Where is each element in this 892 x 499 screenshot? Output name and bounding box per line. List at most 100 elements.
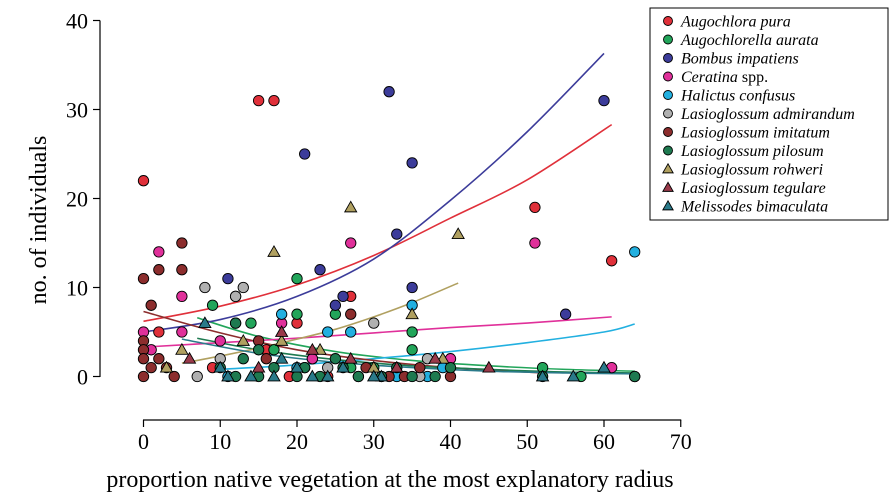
data-point	[482, 360, 496, 373]
data-point	[274, 334, 289, 346]
data-point	[252, 94, 265, 107]
data-point	[305, 369, 320, 382]
data-point	[322, 326, 334, 338]
data-point	[597, 360, 611, 373]
data-point	[206, 299, 219, 311]
fit-curve	[143, 123, 613, 323]
x-tick-label: 20	[286, 429, 308, 454]
data-point	[176, 264, 188, 276]
data-point	[629, 246, 641, 258]
data-point	[159, 360, 174, 373]
data-point	[406, 344, 418, 356]
data-point	[237, 281, 249, 294]
data-point	[428, 351, 442, 364]
data-point	[406, 370, 418, 383]
fit-curves	[143, 52, 635, 375]
data-point	[137, 353, 150, 365]
data-points	[137, 86, 641, 383]
data-point	[337, 290, 349, 303]
data-point	[606, 255, 618, 267]
y-tick-label: 20	[66, 187, 88, 212]
legend-label: Augochlorella aurata	[680, 32, 819, 49]
data-point	[566, 369, 581, 382]
data-point	[268, 94, 280, 107]
legend-label: Lasioglossum rohweri	[680, 162, 823, 179]
legend-marker	[663, 90, 673, 100]
legend-marker	[663, 145, 673, 156]
data-point	[343, 351, 358, 364]
data-point	[444, 361, 457, 374]
legend-label: Lasioglossum admirandum	[680, 106, 855, 123]
legend-label: Halictus confusus	[680, 88, 795, 105]
data-point	[198, 316, 212, 329]
data-point	[352, 370, 365, 383]
data-point	[366, 369, 381, 382]
legend-label: Melissodes bimaculata	[680, 199, 828, 216]
y-tick-label: 0	[77, 365, 88, 390]
x-axis-label: proportion native vegetation at the most…	[106, 467, 673, 493]
data-point	[405, 307, 419, 320]
data-point	[182, 351, 197, 364]
data-point	[153, 326, 165, 338]
data-point	[175, 342, 189, 355]
legend-marker	[663, 108, 673, 119]
data-point	[529, 201, 541, 214]
data-point	[529, 237, 541, 249]
y-tick-label: 40	[66, 9, 88, 34]
data-point	[274, 325, 289, 337]
data-point	[290, 360, 304, 373]
data-point	[176, 326, 188, 338]
data-point	[137, 175, 150, 187]
data-point	[268, 344, 280, 356]
data-point	[345, 237, 357, 249]
data-point	[153, 353, 165, 365]
data-point	[598, 94, 610, 107]
legend-marker	[663, 53, 673, 63]
data-point	[267, 369, 281, 382]
data-point	[368, 317, 380, 329]
data-point	[145, 361, 157, 374]
data-point	[345, 308, 357, 320]
data-point	[383, 86, 395, 98]
y-axis-label: no. of individuals	[26, 136, 52, 305]
data-point	[406, 326, 418, 338]
x-tick-label: 40	[440, 429, 462, 454]
x-tick-label: 60	[593, 429, 615, 454]
data-point	[306, 353, 318, 365]
data-point	[345, 326, 357, 338]
data-point	[390, 360, 404, 373]
data-point	[153, 246, 165, 258]
data-point	[153, 264, 165, 276]
data-point	[236, 334, 251, 346]
legend-marker	[663, 34, 673, 45]
data-point	[314, 264, 326, 276]
data-point	[191, 370, 203, 383]
data-point	[274, 351, 289, 364]
x-tick-label: 50	[516, 429, 538, 454]
data-point	[168, 370, 180, 383]
y-tick-label: 10	[66, 276, 88, 301]
data-point	[251, 360, 266, 373]
data-point	[336, 360, 350, 373]
data-point	[267, 245, 281, 257]
data-point	[535, 369, 550, 382]
x-tick-label: 30	[363, 429, 385, 454]
fit-curve	[143, 52, 605, 333]
data-point	[252, 344, 265, 356]
data-point	[299, 148, 311, 160]
data-point	[199, 281, 211, 294]
y-tick-label: 30	[66, 98, 88, 123]
data-point	[229, 290, 242, 303]
data-point	[245, 317, 257, 329]
x-tick-label: 0	[138, 429, 149, 454]
legend-label: Augochlora pura	[680, 14, 791, 31]
legend-marker	[662, 181, 674, 192]
legend-marker	[662, 199, 674, 211]
data-point	[244, 369, 258, 382]
data-point	[320, 369, 335, 382]
legend-marker	[663, 127, 673, 137]
data-point	[429, 370, 441, 383]
legend-marker	[663, 16, 673, 26]
